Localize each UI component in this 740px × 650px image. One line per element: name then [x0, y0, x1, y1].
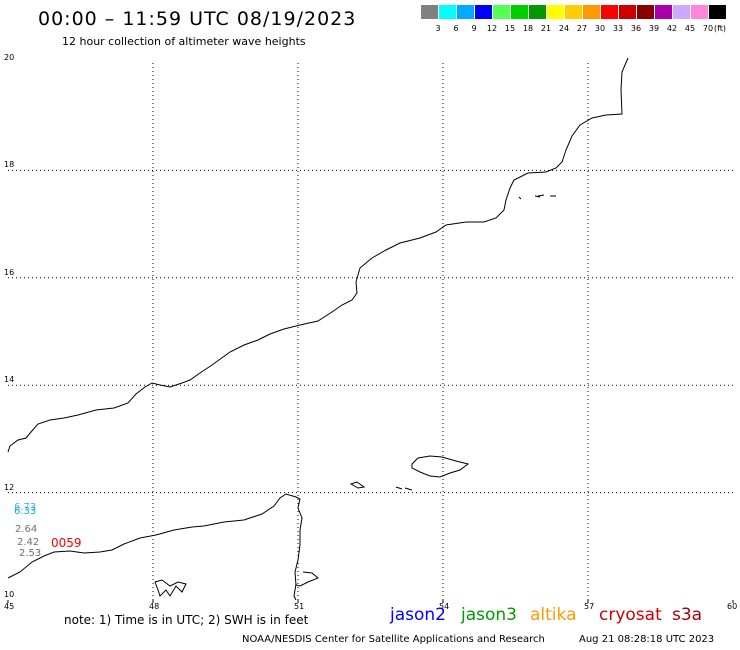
longitude-label: 51	[294, 602, 305, 611]
socotra-island	[411, 455, 470, 478]
color-scale-label: 36	[630, 24, 642, 33]
color-scale-swatch	[457, 5, 474, 19]
longitude-label: 57	[584, 602, 595, 611]
color-scale-label: 70	[702, 24, 714, 33]
color-scale-swatch	[421, 5, 438, 19]
color-scale-label: 12	[486, 24, 498, 33]
satellite-legend-item: jason2	[390, 605, 446, 625]
longitude-label: 60	[727, 602, 738, 611]
color-scale-swatch	[709, 5, 726, 19]
satellite-legend-item: jason3	[461, 605, 517, 625]
latitude-label: 20	[4, 53, 15, 62]
footer-credit: NOAA/NESDIS Center for Satellite Applica…	[242, 634, 545, 645]
longitude-label: 54	[439, 602, 450, 611]
color-scale-label: 3	[435, 24, 441, 33]
latitude-label: 14	[4, 375, 15, 385]
color-scale-label: 33	[612, 24, 624, 33]
color-scale-label: 30	[594, 24, 606, 33]
color-scale-swatch	[691, 5, 708, 19]
map-subtitle: 12 hour collection of altimeter wave hei…	[62, 35, 306, 48]
wave-height-value: 2.53	[19, 548, 42, 559]
satellite-legend-item: s3a	[672, 605, 703, 625]
wave-height-value: 2.42	[17, 537, 40, 548]
latitude-label: 18	[4, 160, 15, 170]
satellite-legend-item: cryosat	[599, 605, 662, 625]
color-scale-label: 42	[666, 24, 678, 33]
color-scale-swatch	[547, 5, 564, 19]
color-scale-label: 6	[453, 24, 459, 33]
color-scale-label: 45	[684, 24, 696, 33]
footer-timestamp: Aug 21 08:28:18 UTC 2023	[579, 634, 715, 645]
color-scale-swatch	[529, 5, 546, 19]
color-scale-swatch	[493, 5, 510, 19]
longitude-label: 48	[149, 602, 160, 611]
color-scale-swatch	[601, 5, 618, 19]
latitude-label: 12	[4, 482, 15, 492]
map-gridlines	[8, 63, 733, 600]
footer-note: note: 1) Time is in UTC; 2) SWH is in fe…	[64, 613, 309, 627]
satellite-pass-id: 0059	[51, 536, 82, 550]
map-frame	[8, 63, 733, 600]
color-scale-swatch	[637, 5, 654, 19]
latitude-label: 10	[4, 590, 15, 599]
color-scale-swatch	[511, 5, 528, 19]
color-scale-swatch	[655, 5, 672, 19]
color-scale-label: 18	[522, 24, 534, 33]
axis-tick-marks	[7, 600, 734, 603]
longitude-label: 45	[4, 602, 15, 611]
color-scale-swatch	[475, 5, 492, 19]
coastal-land-detail	[154, 579, 297, 601]
color-scale-label: 39	[648, 24, 660, 33]
kuria-muria-islands	[518, 194, 556, 200]
color-scale-unit: (ft)	[714, 24, 727, 33]
map-title: 00:00 – 11:59 UTC 08/19/2023	[38, 8, 357, 30]
color-scale-label: 9	[471, 24, 477, 33]
arabian-coastline	[7, 57, 629, 453]
wave-height-value: 6.33	[14, 506, 37, 517]
color-scale-swatch	[565, 5, 582, 19]
abd-al-kuri-islands	[349, 481, 413, 491]
somalia-coastline	[7, 493, 319, 587]
color-scale-label: 24	[558, 24, 570, 33]
color-scale-label: 15	[504, 24, 516, 33]
latitude-label: 16	[4, 267, 15, 277]
color-scale-swatch	[619, 5, 636, 19]
color-scale-swatch	[583, 5, 600, 19]
satellite-legend-item: altika	[530, 605, 577, 625]
color-scale-label: 27	[576, 24, 588, 33]
color-scale-label: 21	[540, 24, 552, 33]
color-scale-swatch	[673, 5, 690, 19]
wave-height-value: 6.73	[14, 502, 37, 513]
wave-height-value: 2.64	[15, 524, 38, 535]
color-scale-swatch	[439, 5, 456, 19]
